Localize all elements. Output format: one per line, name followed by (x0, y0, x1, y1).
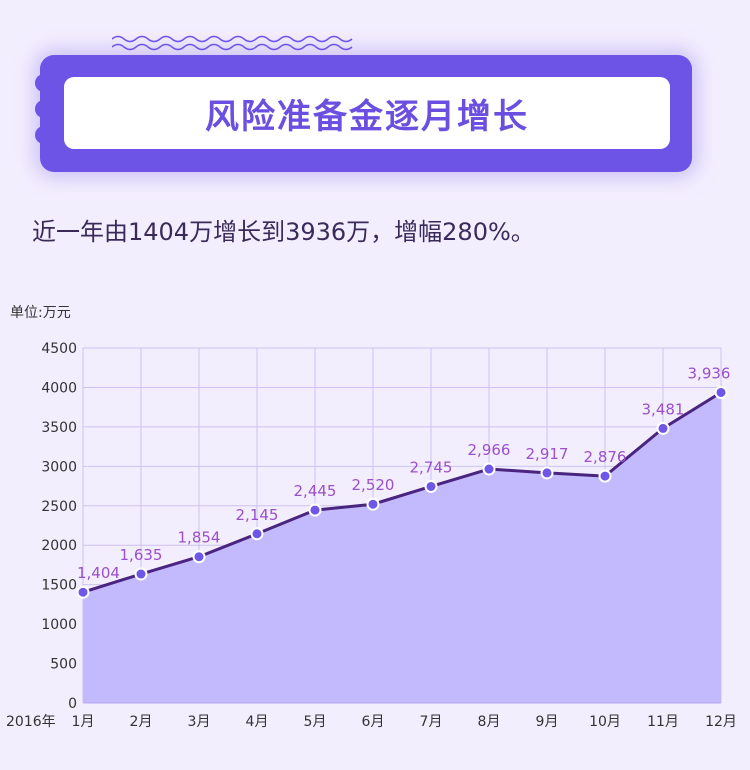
y-tick-label: 4000 (41, 380, 77, 396)
y-tick-label: 3000 (41, 459, 77, 475)
area-layer (83, 392, 721, 704)
x-tick-label: 10月 (589, 714, 621, 730)
data-point (134, 567, 148, 581)
line-layer (82, 391, 722, 594)
x-tick-layer: 1月 2月 3月 4月 5月 6月 7月 8月 9月 10月 11月 12月 (72, 714, 737, 730)
summary-text: 近一年由1404万增长到3936万，增幅280%。 (32, 218, 535, 246)
y-tick-label: 500 (50, 657, 77, 673)
data-label: 1,854 (178, 529, 221, 547)
data-point (714, 385, 728, 399)
x-tick-label: 12月 (705, 714, 737, 730)
data-label: 1,404 (77, 564, 120, 582)
y-tick-label: 4500 (41, 341, 77, 357)
data-label: 2,917 (526, 445, 569, 463)
data-point (598, 469, 612, 483)
data-point (192, 550, 206, 564)
data-point (540, 466, 554, 480)
series-line (82, 391, 722, 594)
title-banner: 风险准备金逐月增长 (35, 55, 692, 172)
data-label: 3,481 (642, 400, 685, 418)
data-point (366, 497, 380, 511)
y-tick-label: 3500 (41, 420, 77, 436)
data-point (76, 585, 90, 599)
data-point (424, 479, 438, 493)
data-label: 2,745 (410, 458, 453, 476)
y-tick-label: 2500 (41, 499, 77, 515)
x-tick-label: 5月 (304, 714, 327, 730)
data-label: 2,966 (468, 441, 511, 459)
data-label: 1,635 (120, 546, 163, 564)
data-point (656, 421, 670, 435)
y-tick-label: 0 (68, 696, 77, 712)
data-point (250, 527, 264, 541)
banner-scallop-left (35, 74, 53, 144)
y-tick-label: 1000 (41, 617, 77, 633)
marker-layer (76, 385, 728, 599)
data-label: 3,936 (688, 364, 731, 382)
x-tick-label: 4月 (246, 714, 269, 730)
y-tick-layer: 0 500 1000 1500 2000 2500 3000 3500 4000 4500 (41, 341, 77, 712)
x-tick-label: 1月 (72, 714, 95, 730)
x-tick-label: 2月 (130, 714, 153, 730)
banner-front-panel: 风险准备金逐月增长 (64, 77, 670, 149)
data-label: 2,520 (352, 476, 395, 494)
data-label: 2,145 (236, 506, 279, 524)
data-point (482, 462, 496, 476)
year-label: 2016年 (6, 714, 56, 730)
y-tick-label: 2000 (41, 538, 77, 554)
decorative-wave-lines (112, 35, 353, 51)
area-fill (83, 392, 721, 703)
banner-cloud-edge (110, 82, 370, 89)
page-title: 风险准备金逐月增长 (205, 96, 529, 137)
x-tick-label: 11月 (647, 714, 679, 730)
x-tick-label: 6月 (362, 714, 385, 730)
data-label: 2,445 (294, 482, 337, 500)
x-tick-label: 8月 (478, 714, 501, 730)
x-tick-label: 7月 (420, 714, 443, 730)
data-point (308, 503, 322, 517)
x-tick-label: 9月 (536, 714, 559, 730)
x-tick-label: 3月 (188, 714, 211, 730)
data-label: 2,876 (584, 448, 627, 466)
unit-label: 单位:万元 (10, 305, 71, 321)
y-tick-label: 1500 (41, 578, 77, 594)
